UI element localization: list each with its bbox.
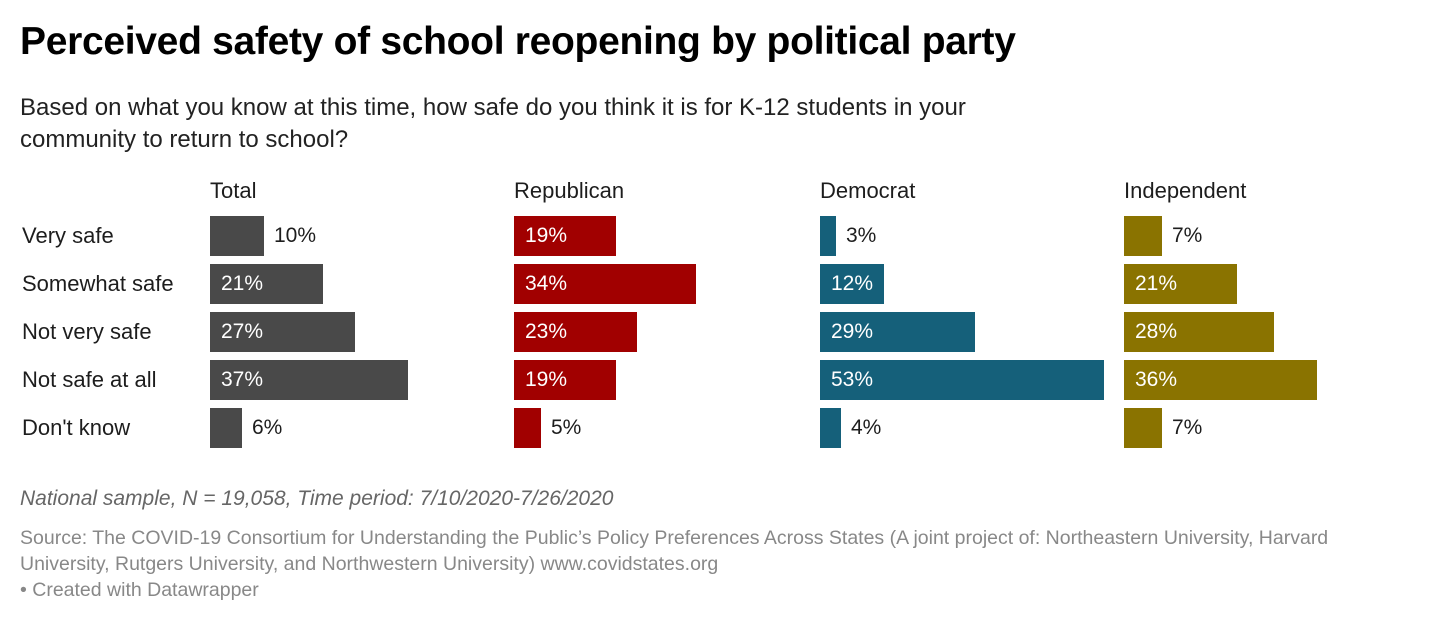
data-label: 29% — [831, 320, 874, 343]
bar — [1124, 216, 1162, 256]
data-label: 34% — [525, 272, 568, 295]
data-label: 6% — [252, 416, 283, 439]
bar-chart: Very safe Somewhat safe Not very safe Not s… — [0, 170, 1440, 470]
chart-notes: National sample, N = 19,058, Time period… — [20, 487, 614, 510]
data-label: 19% — [525, 368, 568, 391]
bar — [210, 264, 323, 304]
data-label: 23% — [525, 320, 568, 343]
panel-title: Republican — [514, 178, 625, 203]
panel-title: Independent — [1124, 178, 1247, 203]
bar — [820, 360, 1104, 400]
data-label: 21% — [1135, 272, 1178, 295]
data-label: 7% — [1172, 224, 1203, 247]
bar — [514, 264, 696, 304]
bar — [1124, 264, 1237, 304]
chart-source: Source: The COVID-19 Consortium for Unde… — [20, 527, 1329, 575]
data-label: 36% — [1135, 368, 1178, 391]
chart-credit: • Created with Datawrapper — [20, 579, 259, 601]
bar — [210, 360, 408, 400]
data-label: 53% — [831, 368, 874, 391]
row-label: Somewhat safe — [22, 271, 174, 296]
panel-title: Democrat — [820, 178, 916, 203]
bar — [514, 312, 637, 352]
data-label: 4% — [851, 416, 882, 439]
bar — [514, 408, 541, 448]
data-label: 21% — [221, 272, 264, 295]
bar — [514, 216, 616, 256]
bar — [820, 408, 841, 448]
bar — [210, 408, 242, 448]
bar — [210, 312, 355, 352]
chart-title: Perceived safety of school reopening by … — [20, 20, 1016, 63]
data-label: 27% — [221, 320, 264, 343]
data-label: 12% — [831, 272, 874, 295]
data-label: 10% — [274, 224, 317, 247]
row-label: Not very safe — [22, 319, 152, 344]
row-label: Not safe at all — [22, 367, 157, 392]
data-label: 37% — [221, 368, 264, 391]
bar — [820, 216, 836, 256]
bar — [1124, 408, 1162, 448]
row-label: Don't know — [22, 415, 131, 440]
row-label: Very safe — [22, 223, 114, 248]
data-label: 28% — [1135, 320, 1178, 343]
bar — [514, 360, 616, 400]
data-label: 3% — [846, 224, 877, 247]
bar — [820, 312, 975, 352]
bar — [820, 264, 884, 304]
chart-subtitle: Based on what you know at this time, how… — [20, 94, 966, 153]
data-label: 7% — [1172, 416, 1203, 439]
data-label: 19% — [525, 224, 568, 247]
bar — [210, 216, 264, 256]
bar — [1124, 360, 1317, 400]
data-label: 5% — [551, 416, 582, 439]
bar — [1124, 312, 1274, 352]
panel-title: Total — [210, 178, 257, 203]
